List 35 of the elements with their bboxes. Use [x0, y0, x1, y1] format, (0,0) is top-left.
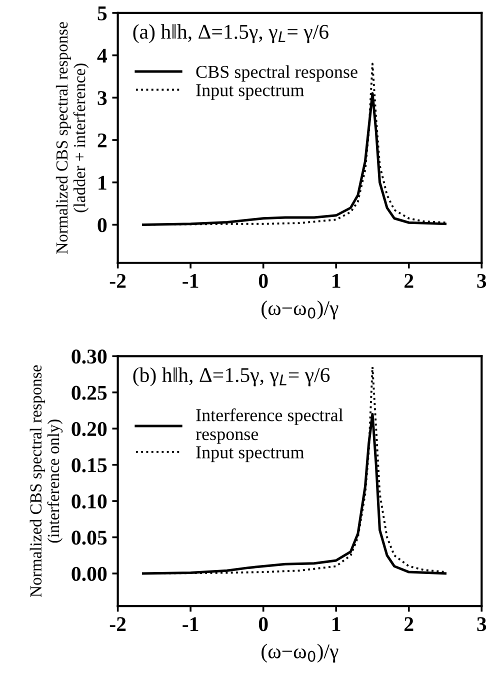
x-tick-label: 1: [332, 617, 340, 631]
y-tick-label: 0: [98, 218, 107, 232]
y-tick-label: 3: [98, 91, 107, 106]
annotation: (b) h‖h, Δ=1.5γ, γ$_{L}$= γ/6: [133, 367, 330, 386]
y-axis-title: Normalized CBS spectral response (ladder + interference): [56, 22, 89, 254]
y-tick-label: 0.15: [72, 458, 107, 472]
legend-label: Input spectrum: [196, 446, 304, 462]
y-tick-label: 0.05: [72, 530, 107, 545]
x-tick-label: -2: [110, 274, 126, 288]
legend-label: CBS spectral response: [196, 65, 358, 82]
y-tick-label: 0.00: [72, 566, 107, 582]
legend-label: Interference spectral response: [196, 408, 344, 444]
x-tick-label: 0: [258, 617, 268, 632]
y-tick-label: 0.25: [72, 386, 107, 400]
x-tick-label: 0: [258, 274, 268, 288]
x-tick-label: -2: [110, 617, 126, 631]
legend-label: Input spectrum: [196, 84, 304, 100]
x-tick-label: 1: [332, 274, 340, 288]
y-tick-label: 0.10: [72, 494, 107, 509]
y-tick-label: 2: [98, 133, 106, 148]
annotation: (a) h‖h, Δ=1.5γ, γ$_{L}$= γ/6: [133, 24, 328, 44]
y-tick-label: 5: [98, 6, 107, 20]
x-tick-label: 2: [404, 274, 414, 288]
x-axis-title: (ω−ω$_{0}$)/γ: [262, 644, 338, 663]
x-tick-label: 3: [477, 617, 486, 632]
x-tick-label: -1: [182, 617, 198, 631]
y-tick-label: 4: [97, 48, 108, 63]
y-tick-label: 0.20: [72, 422, 107, 436]
x-tick-label: -1: [182, 274, 198, 288]
y-tick-label: 0.30: [72, 350, 107, 364]
x-tick-label: 2: [404, 617, 414, 631]
x-axis-title: (ω−ω$_{0}$)/γ: [262, 300, 338, 320]
y-axis-title: Normalized CBS spectral response (interference only): [30, 365, 63, 598]
y-tick-label: 1: [98, 176, 106, 190]
x-tick-label: 3: [477, 274, 486, 288]
